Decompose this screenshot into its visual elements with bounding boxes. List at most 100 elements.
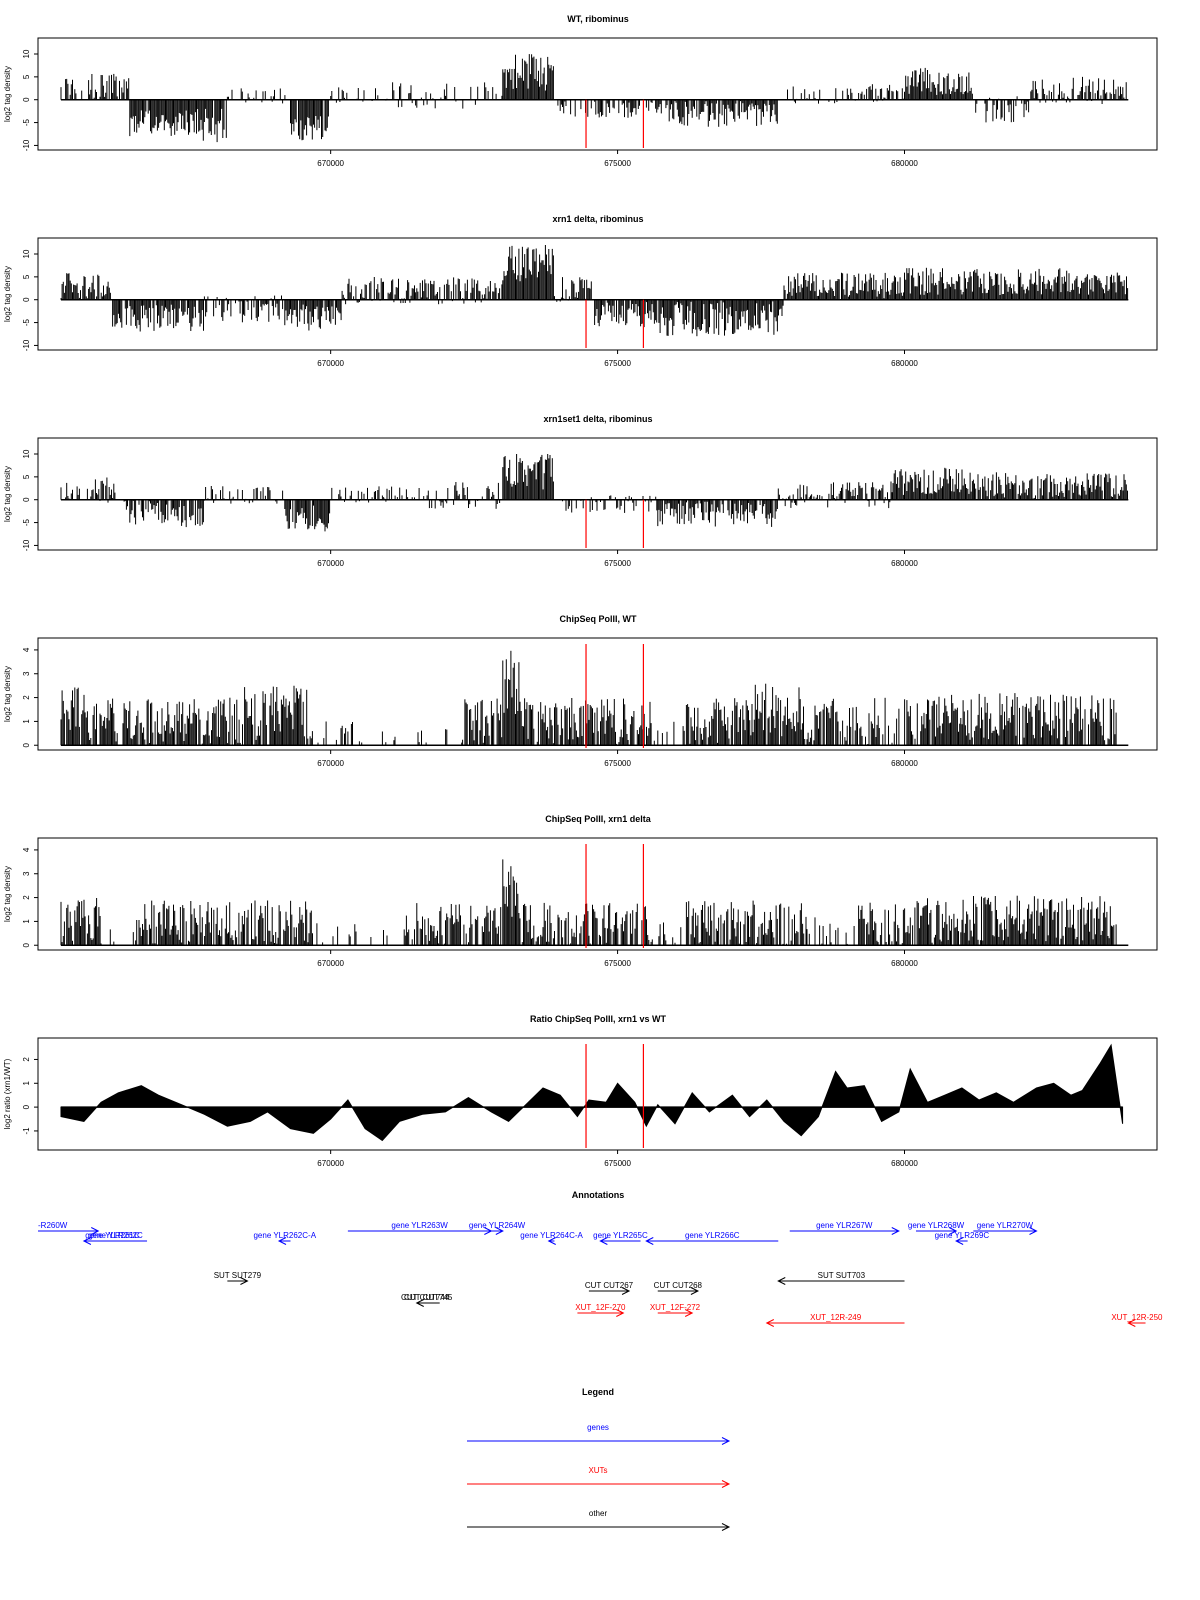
- annotation-other-arrow: [777, 1277, 905, 1285]
- arrow-head: [1127, 1319, 1136, 1327]
- annotation-label-overlap: gene YLR261C: [85, 1231, 140, 1240]
- y-axis-label: log2 tag density: [3, 466, 12, 522]
- data-bars: [657, 499, 778, 527]
- annotation-other-arrow: [657, 1287, 700, 1295]
- data-bars: [502, 454, 554, 500]
- x-tick-label: 680000: [891, 559, 918, 568]
- x-tick-label: 670000: [317, 959, 344, 968]
- data-bars: [594, 299, 658, 328]
- plot-frame: [37, 1037, 1158, 1151]
- data-bars: [972, 472, 1128, 500]
- x-tick-label: 670000: [317, 159, 344, 168]
- annotation-label: gene YLR264W: [469, 1221, 526, 1230]
- data-bars: [405, 482, 501, 509]
- plot-frame: [37, 837, 1158, 951]
- x-tick-label: 675000: [604, 559, 631, 568]
- y-tick-label: 4: [22, 647, 31, 652]
- data-bars: [653, 721, 685, 746]
- legend-title: Legend: [582, 1387, 614, 1397]
- data-bars: [392, 82, 503, 109]
- data-bars: [341, 277, 405, 305]
- data-bars: [284, 499, 331, 532]
- chart-title: xrn1set1 delta, ribominus: [543, 414, 652, 424]
- annotation-label: -R260W: [38, 1221, 68, 1230]
- annotation-gene-arrow: [973, 1227, 1038, 1235]
- chart-title: Ratio ChipSeq PolII, xrn1 vs WT: [530, 1014, 667, 1024]
- chart-panel-4: ChipSeq PolII, WT 4 3 2 1 0 log2 tag density 67…: [3, 614, 1158, 768]
- legend-label-other: other: [589, 1509, 608, 1518]
- chart-panel-5: ChipSeq PolII, xrn1 delta 4 3 2 1 0 log2 tag d…: [3, 814, 1158, 968]
- data-bars: [921, 693, 1117, 746]
- arrow-head: [495, 1227, 504, 1235]
- arrow-head: [721, 1523, 731, 1531]
- x-tick-label: 670000: [317, 759, 344, 768]
- annotation-gene-arrow: [277, 1237, 291, 1245]
- y-tick-label: 2: [22, 695, 31, 700]
- data-bars: [244, 685, 313, 746]
- ratio-area: [60, 1043, 1124, 1142]
- data-bars: [916, 895, 1117, 946]
- data-bars: [226, 88, 288, 104]
- x-tick-label: 675000: [604, 959, 631, 968]
- annotation-gene-arrow: [955, 1237, 968, 1245]
- data-bars: [858, 902, 916, 946]
- data-bars: [519, 902, 653, 946]
- x-tick-label: 680000: [891, 359, 918, 368]
- legend-arrow-gene: [467, 1437, 731, 1445]
- y-axis-label: log2 ratio (xrn1/WT): [3, 1058, 12, 1129]
- arrow-head: [599, 1237, 608, 1245]
- y-tick-label: -10: [22, 539, 31, 551]
- annotation-gene-arrow: [645, 1237, 779, 1245]
- data-bars: [502, 54, 554, 100]
- chart-title: xrn1 delta, ribominus: [552, 214, 643, 224]
- data-bars: [203, 486, 284, 504]
- y-tick-label: 0: [22, 497, 31, 502]
- annotation-label: XUT_12R-249: [810, 1313, 862, 1322]
- arrow-head: [621, 1287, 631, 1295]
- arrow-head: [955, 1237, 964, 1245]
- annotation-label: SUT SUT279: [214, 1271, 262, 1280]
- annotation-label: XUT_12R-250: [1111, 1313, 1163, 1322]
- annotation-gene-arrow: [789, 1227, 900, 1235]
- data-bars: [657, 299, 784, 337]
- data-bars: [129, 99, 199, 137]
- y-tick-label: 3: [22, 871, 31, 876]
- data-bars: [594, 99, 668, 118]
- y-axis-label: log2 tag density: [3, 666, 12, 722]
- x-tick-label: 675000: [604, 359, 631, 368]
- data-bars: [892, 467, 973, 500]
- arrow-head: [645, 1237, 654, 1245]
- annotation-gene-arrow: [599, 1237, 641, 1245]
- plot-frame: [37, 37, 1158, 151]
- y-tick-label: 5: [22, 74, 31, 79]
- x-tick-label: 675000: [604, 759, 631, 768]
- arrow-head: [1029, 1227, 1038, 1235]
- data-bars: [316, 923, 357, 946]
- data-bars: [90, 477, 116, 503]
- arrow-head: [721, 1437, 731, 1445]
- chart-title: WT, ribominus: [567, 14, 629, 24]
- chart-title: ChipSeq PolII, WT: [560, 614, 637, 624]
- y-axis-label: log2 tag density: [3, 266, 12, 322]
- y-tick-label: 1: [22, 919, 31, 924]
- data-bars: [658, 922, 682, 946]
- annotation-gene-arrow: [82, 1237, 148, 1245]
- annotation-label: gene YLR264C-A: [520, 1231, 583, 1240]
- x-tick-label: 670000: [317, 559, 344, 568]
- y-tick-label: 0: [22, 742, 31, 747]
- legend-label-xut: XUTs: [588, 1466, 607, 1475]
- y-axis-label: log2 tag density: [3, 866, 12, 922]
- chart-panel-6: Ratio ChipSeq PolII, xrn1 vs WT 2 1 0 -1 log2…: [3, 1014, 1158, 1168]
- data-bars: [502, 650, 520, 746]
- x-tick-label: 670000: [317, 1159, 344, 1168]
- data-bars: [852, 697, 922, 746]
- data-bars: [754, 683, 801, 746]
- annotation-label: CUT CUT268: [654, 1281, 703, 1290]
- data-bars: [462, 698, 503, 746]
- arrow-head: [82, 1237, 92, 1245]
- y-tick-label: 3: [22, 671, 31, 676]
- data-bars: [198, 99, 227, 143]
- annotation-label: gene YLR269C: [935, 1231, 990, 1240]
- data-bars: [685, 698, 755, 746]
